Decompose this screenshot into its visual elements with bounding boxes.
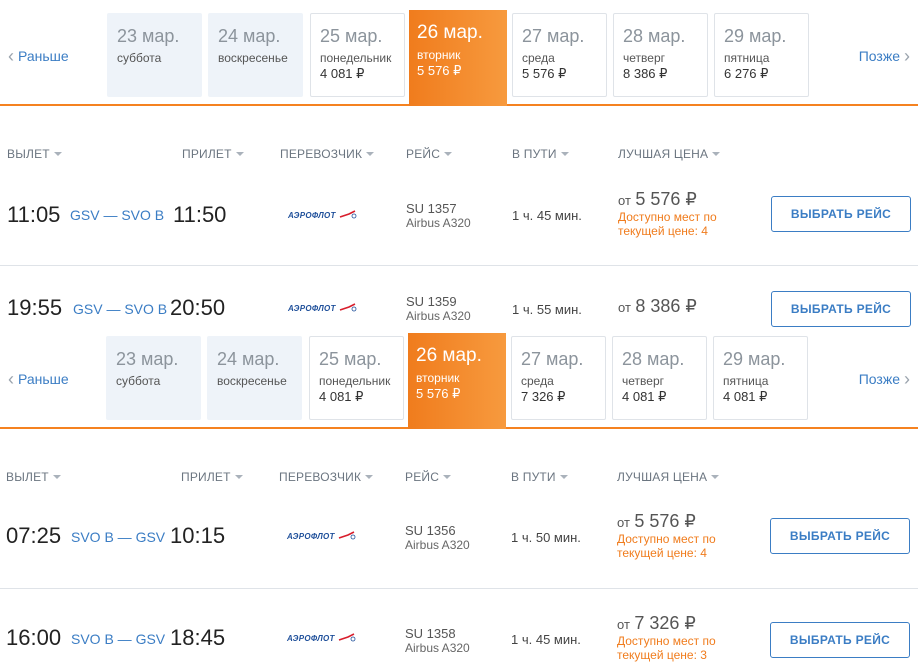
select-flight-button[interactable]: ВЫБРАТЬ РЕЙС [771,291,911,327]
date-cell-selected[interactable]: 26 мар. вторник 5 576 ₽ [409,10,507,106]
date-cell[interactable]: 27 мар. среда 5 576 ₽ [512,13,607,97]
duration: 1 ч. 45 мин. [511,632,581,647]
caret-down-icon [712,152,721,156]
arrival-time: 18:45 [170,625,226,650]
aeroflot-wing-icon [339,210,357,219]
caret-down-icon [366,152,375,156]
chevron-right-icon: › [904,46,910,66]
date-cell[interactable]: 28 мар. четверг 8 386 ₽ [613,13,708,97]
flight-row: 11:05 GSV — SVO B 11:50 АЭРОФЛОТ SU 1357… [0,172,918,264]
caret-down-icon [444,152,453,156]
sort-best-price[interactable]: ЛУЧШАЯ ЦЕНА [617,470,720,484]
chevron-left-icon: ‹ [8,46,14,66]
flight-row: 19:55 GSV — SVO B 20:50 АЭРОФЛОТ SU 1359… [0,265,918,357]
seats-available: Доступно мест по текущей цене: 4 [618,210,717,238]
flight-number: SU 1356 [405,523,456,538]
duration: 1 ч. 55 мин. [512,302,582,317]
aeroflot-wing-icon [339,303,357,312]
flight-block-2: ‹ Раньше 23 мар. суббота 24 мар. воскресень… [0,323,918,665]
sort-departure[interactable]: ВЫЛЕТ [6,470,61,484]
aircraft: Airbus A320 [405,641,470,655]
arrival-time: 10:15 [170,523,226,548]
sort-arrival[interactable]: ПРИЛЕТ [182,147,244,161]
date-cell[interactable]: 25 мар. понедельник 4 081 ₽ [309,336,404,420]
date-cell[interactable]: 27 мар. среда 7 326 ₽ [511,336,606,420]
aircraft: Airbus A320 [406,216,471,230]
select-flight-button[interactable]: ВЫБРАТЬ РЕЙС [771,196,911,232]
best-price: от 5 576 ₽ [617,511,696,531]
caret-down-icon [559,475,568,479]
caret-down-icon [53,152,62,156]
date-cell[interactable]: 29 мар. пятница 6 276 ₽ [714,13,809,97]
date-cell[interactable]: 25 мар. понедельник 4 081 ₽ [310,13,405,97]
departure-time: 07:25 [6,523,62,548]
select-flight-button[interactable]: ВЫБРАТЬ РЕЙС [770,622,910,658]
date-cell[interactable]: 29 мар. пятница 4 081 ₽ [713,336,808,420]
sort-arrival[interactable]: ПРИЛЕТ [181,470,243,484]
route: SVO B — GSV [71,529,166,545]
aircraft: Airbus A320 [406,309,471,323]
aeroflot-logo: АЭРОФЛОТ [288,210,357,220]
aeroflot-logo: АЭРОФЛОТ [288,303,357,313]
sort-flight[interactable]: РЕЙС [405,470,452,484]
departure-time: 11:05 [7,202,61,227]
date-cell[interactable]: 23 мар. суббота [107,13,202,97]
caret-down-icon [235,152,244,156]
seats-available: Доступно мест по текущей цене: 3 [617,634,716,662]
aeroflot-logo: АЭРОФЛОТ [287,633,356,643]
date-strip: ‹ Раньше 23 мар. суббота 24 мар. воскресень… [0,323,918,429]
date-cell[interactable]: 24 мар. воскресенье [207,336,302,420]
earlier-button[interactable]: ‹ Раньше [8,46,69,66]
aeroflot-wing-icon [338,633,356,642]
aeroflot-logo: АЭРОФЛОТ [287,531,356,541]
route: SVO B — GSV [71,631,166,647]
caret-down-icon [711,475,720,479]
flight-number: SU 1359 [406,294,457,309]
best-price: от 8 386 ₽ [618,296,697,316]
caret-down-icon [443,475,452,479]
sort-duration[interactable]: В ПУТИ [512,147,569,161]
date-cell-selected[interactable]: 26 мар. вторник 5 576 ₽ [408,333,506,429]
date-cell[interactable]: 28 мар. четверг 4 081 ₽ [612,336,707,420]
chevron-right-icon: › [904,369,910,389]
arrival-time: 20:50 [170,295,226,320]
caret-down-icon [560,152,569,156]
route: GSV — SVO B [73,301,168,317]
flight-number: SU 1358 [405,626,456,641]
flight-row: 07:25 SVO B — GSV 10:15 АЭРОФЛОТ SU 1356… [0,495,918,587]
departure-time: 19:55 [7,295,63,320]
select-flight-button[interactable]: ВЫБРАТЬ РЕЙС [770,518,910,554]
chevron-left-icon: ‹ [8,369,14,389]
departure-time: 16:00 [6,625,62,650]
sort-duration[interactable]: В ПУТИ [511,470,568,484]
aircraft: Airbus A320 [405,538,470,552]
sort-departure[interactable]: ВЫЛЕТ [7,147,62,161]
duration: 1 ч. 45 мин. [512,208,582,223]
earlier-button[interactable]: ‹ Раньше [8,369,69,389]
seats-available: Доступно мест по текущей цене: 4 [617,532,716,560]
best-price: от 5 576 ₽ [618,189,697,209]
best-price: от 7 326 ₽ [617,613,696,633]
sort-carrier[interactable]: ПЕРЕВОЗЧИК [279,470,374,484]
date-cell[interactable]: 24 мар. воскресенье [208,13,303,97]
sort-carrier[interactable]: ПЕРЕВОЗЧИК [280,147,375,161]
later-button[interactable]: Позже › [858,46,910,66]
sort-flight[interactable]: РЕЙС [406,147,453,161]
route: GSV — SVO B [70,207,165,223]
aeroflot-wing-icon [338,531,356,540]
flight-block-1: ‹ Раньше 23 мар. суббота 24 мар. воскресень… [0,0,918,327]
flight-number: SU 1357 [406,201,457,216]
date-strip: ‹ Раньше 23 мар. суббота 24 мар. воскресень… [0,0,918,106]
arrival-time: 11:50 [173,202,227,227]
caret-down-icon [365,475,374,479]
date-cell[interactable]: 23 мар. суббота [106,336,201,420]
duration: 1 ч. 50 мин. [511,530,581,545]
flight-row: 16:00 SVO B — GSV 18:45 АЭРОФЛОТ SU 1358… [0,588,918,665]
caret-down-icon [234,475,243,479]
sort-best-price[interactable]: ЛУЧШАЯ ЦЕНА [618,147,721,161]
caret-down-icon [52,475,61,479]
later-button[interactable]: Позже › [858,369,910,389]
